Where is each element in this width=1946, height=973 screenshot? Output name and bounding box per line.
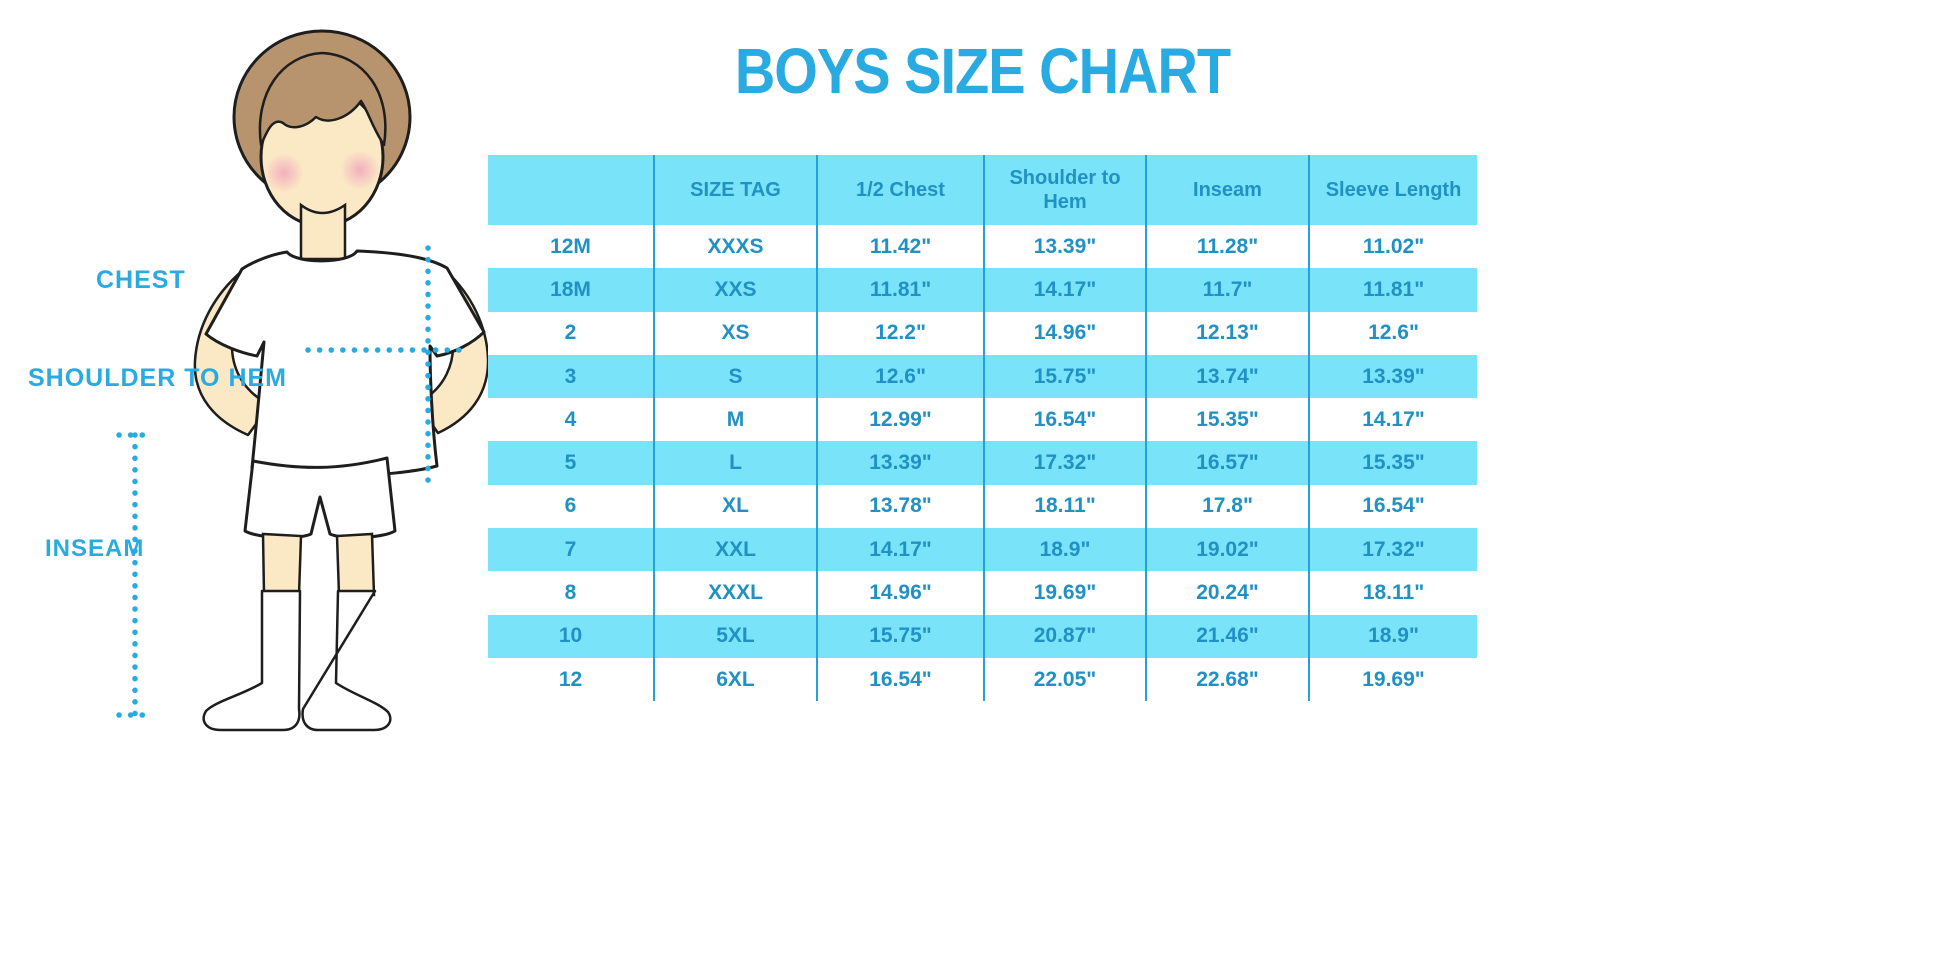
page-title: BOYS SIZE CHART [734, 33, 1231, 107]
table-header-cell: Inseam [1147, 155, 1310, 225]
table-cell: 5XL [655, 614, 818, 658]
table-header-cell [488, 155, 655, 225]
table-cell: 12.6" [1368, 321, 1419, 345]
table-cell: 13.74" [1147, 354, 1310, 399]
shoulder-to-hem-label: SHOULDER TO HEM [28, 364, 287, 392]
table-cell: 10 [488, 614, 655, 658]
table-row: 10 5XL 15.75" 20.87" 21.46" 18.9" [488, 614, 1477, 658]
size-table-body: 12M XXXS 11.42" 13.39" 11.28" 11.02" 18M XXS 11.… [488, 225, 1477, 702]
table-cell: 2 [488, 311, 655, 355]
table-cell: 17.8" [1147, 484, 1310, 529]
table-header-cell: Sleeve Length [1325, 179, 1462, 201]
table-header-row: SIZE TAG 1/2 Chest Shoulder to Hem Insea… [488, 155, 1477, 225]
table-cell: 14.17" [985, 268, 1147, 312]
table-cell: 12.99" [818, 398, 985, 442]
table-cell: 13.39" [985, 225, 1147, 269]
table-row: 12 6XL 16.54" 22.05" 22.68" 19.69" [488, 657, 1477, 702]
table-cell: 22.68" [1147, 657, 1310, 702]
size-table: SIZE TAG 1/2 Chest Shoulder to Hem Insea… [488, 155, 1477, 702]
table-cell: 7 [488, 528, 655, 572]
table-header-cell: SIZE TAG [655, 155, 818, 225]
table-cell: 18.9" [985, 528, 1147, 572]
table-cell: 13.39" [818, 441, 985, 485]
table-cell: 16.54" [985, 398, 1147, 442]
table-cell: 11.02" [1362, 234, 1425, 258]
table-cell: 18.9" [1368, 624, 1419, 648]
table-cell: 15.75" [818, 614, 985, 658]
table-cell: 19.69" [1362, 667, 1425, 691]
table-cell: 20.87" [985, 614, 1147, 658]
table-cell: XXS [655, 268, 818, 312]
table-cell: 15.35" [1147, 398, 1310, 442]
table-cell: 5 [488, 441, 655, 485]
table-cell: M [655, 398, 818, 442]
table-cell: 16.54" [1362, 494, 1425, 518]
table-cell: XXL [655, 528, 818, 572]
table-cell: L [655, 441, 818, 485]
chest-label: CHEST [96, 266, 186, 294]
table-cell: 4 [488, 398, 655, 442]
table-cell: 6XL [655, 657, 818, 702]
table-row: 5 L 13.39" 17.32" 16.57" 15.35" [488, 441, 1477, 485]
table-header-cell: 1/2 Chest [818, 155, 985, 225]
table-cell: 14.17" [818, 528, 985, 572]
inseam-label: INSEAM [45, 535, 145, 562]
table-cell: 19.02" [1147, 528, 1310, 572]
table-cell: 14.96" [818, 571, 985, 615]
table-header-cell: Shoulder to Hem [985, 155, 1147, 225]
table-cell: 11.81" [1362, 277, 1425, 301]
measurement-diagram: CHEST SHOULDER TO HEM INSEAM [0, 0, 500, 973]
table-row: 2 XS 12.2" 14.96" 12.13" 12.6" [488, 311, 1477, 355]
table-cell: 16.54" [818, 657, 985, 702]
table-cell: 12.13" [1147, 311, 1310, 355]
table-cell: 18M [488, 268, 655, 312]
table-row: 6 XL 13.78" 18.11" 17.8" 16.54" [488, 484, 1477, 529]
table-cell: 6 [488, 484, 655, 529]
table-cell: 14.17" [1362, 407, 1425, 431]
table-cell: 3 [488, 354, 655, 399]
table-cell: S [655, 354, 818, 399]
table-cell: XL [655, 484, 818, 529]
table-row: 18M XXS 11.81" 14.17" 11.7" 11.81" [488, 268, 1477, 312]
boy-illustration-icon [116, 29, 490, 732]
table-cell: 8 [488, 571, 655, 615]
table-cell: 11.42" [818, 225, 985, 269]
table-cell: 13.39" [1362, 364, 1425, 388]
table-cell: 20.24" [1147, 571, 1310, 615]
table-cell: 21.46" [1147, 614, 1310, 658]
table-row: 7 XXL 14.17" 18.9" 19.02" 17.32" [488, 528, 1477, 572]
table-cell: 22.05" [985, 657, 1147, 702]
table-cell: 12.6" [818, 354, 985, 399]
table-cell: 11.7" [1147, 268, 1310, 312]
table-cell: 11.81" [818, 268, 985, 312]
table-row: 8 XXXL 14.96" 19.69" 20.24" 18.11" [488, 571, 1477, 615]
table-cell: XS [655, 311, 818, 355]
table-cell: 12M [488, 225, 655, 269]
table-cell: 19.69" [985, 571, 1147, 615]
table-cell: 18.11" [1362, 581, 1425, 605]
table-cell: XXXL [655, 571, 818, 615]
table-cell: 14.96" [985, 311, 1147, 355]
table-row: 12M XXXS 11.42" 13.39" 11.28" 11.02" [488, 225, 1477, 269]
table-cell: 16.57" [1147, 441, 1310, 485]
table-cell: 17.32" [1362, 537, 1425, 561]
table-cell: XXXS [655, 225, 818, 269]
table-cell: 15.75" [985, 354, 1147, 399]
table-cell: 17.32" [985, 441, 1147, 485]
table-cell: 13.78" [818, 484, 985, 529]
table-cell: 18.11" [985, 484, 1147, 529]
table-cell: 15.35" [1362, 451, 1425, 475]
table-cell: 12 [488, 657, 655, 702]
table-row: 3 S 12.6" 15.75" 13.74" 13.39" [488, 354, 1477, 399]
table-cell: 12.2" [818, 311, 985, 355]
table-cell: 11.28" [1147, 225, 1310, 269]
table-row: 4 M 12.99" 16.54" 15.35" 14.17" [488, 398, 1477, 442]
